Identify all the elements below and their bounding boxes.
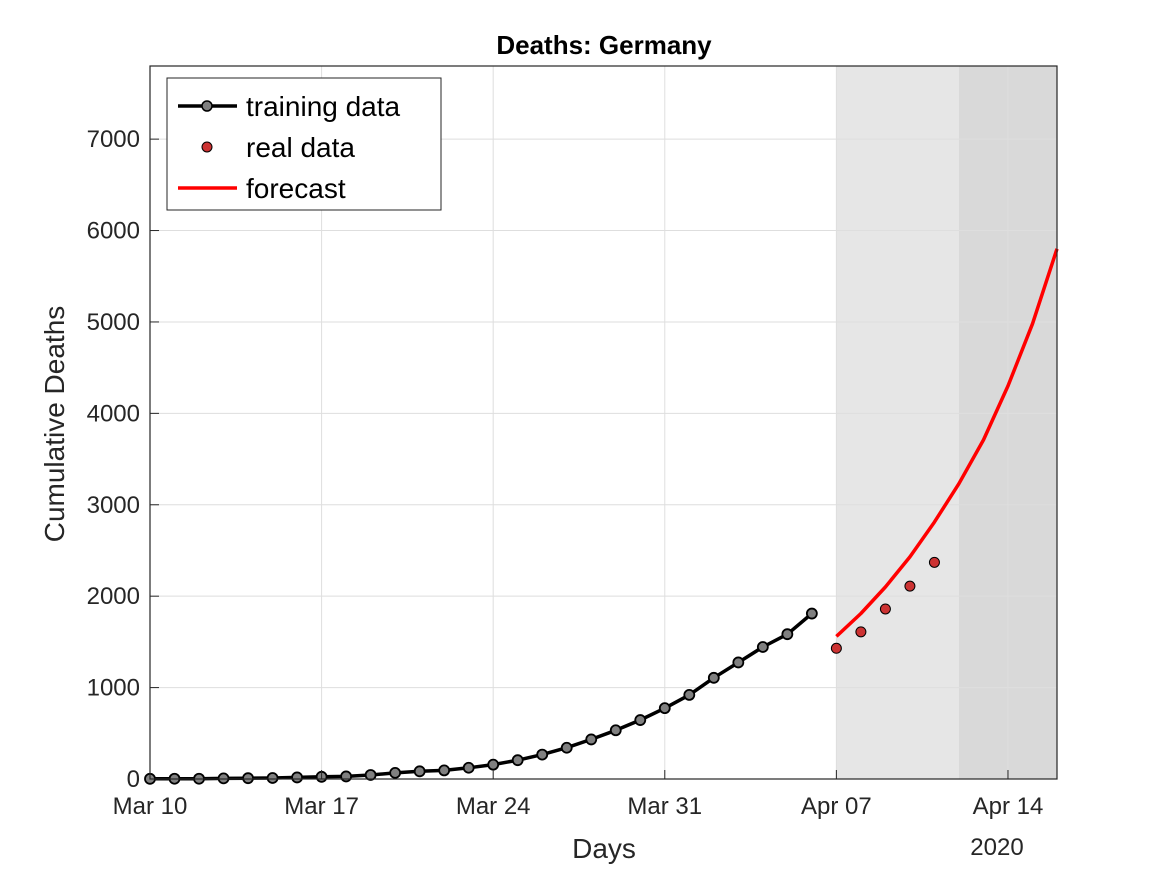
forecast-line xyxy=(835,248,1059,638)
training-data-point xyxy=(266,772,279,784)
legend-training-label: training data xyxy=(246,91,401,122)
training-data-point xyxy=(242,772,254,785)
training-data-point xyxy=(732,656,745,669)
real-data-point xyxy=(830,642,842,654)
forecast-shading xyxy=(836,66,1057,779)
training-data-point xyxy=(683,689,696,701)
training-data-point xyxy=(291,771,303,784)
y-tick-label: 1000 xyxy=(87,675,140,702)
legend-real-label: real data xyxy=(246,132,355,163)
y-tick-label: 2000 xyxy=(87,583,140,610)
training-data-point xyxy=(805,607,818,620)
axes-box xyxy=(149,65,1058,780)
shaded-region-0 xyxy=(836,66,959,779)
training-data-point xyxy=(389,766,402,779)
y-axis-label: Cumulative Deaths xyxy=(39,306,70,543)
training-data-point xyxy=(658,702,671,715)
training-data-point xyxy=(462,761,475,774)
real-data-point xyxy=(855,626,867,638)
chart-title: Deaths: Germany xyxy=(496,30,712,60)
training-data-point xyxy=(536,748,549,761)
x-axis-year-label: 2020 xyxy=(970,834,1023,861)
training-data-point xyxy=(560,741,573,754)
x-tick-label: Apr 07 xyxy=(801,793,872,820)
x-tick-label: Mar 24 xyxy=(456,793,531,820)
real-data-point xyxy=(879,603,891,615)
plot-area xyxy=(144,248,1059,785)
legend: training data real data forecast xyxy=(166,77,442,211)
x-tick-label: Mar 31 xyxy=(627,793,702,820)
real-data-point xyxy=(904,580,916,592)
training-data-point xyxy=(707,671,720,684)
training-data-point xyxy=(634,714,647,726)
training-data-point xyxy=(438,764,451,777)
training-data-point xyxy=(487,758,500,771)
y-tick-label: 5000 xyxy=(87,309,140,336)
legend-forecast-label: forecast xyxy=(246,173,346,204)
training-data-point xyxy=(585,733,598,746)
y-tick-label: 0 xyxy=(127,766,140,793)
training-data-point xyxy=(413,765,426,778)
training-data-point xyxy=(511,754,524,767)
x-tick-label: Mar 17 xyxy=(284,793,359,820)
x-axis-label: Days xyxy=(572,833,636,864)
axis-ticks: 0 1000 2000 3000 4000 5000 6000 7000 Mar 10 Mar 1… xyxy=(87,126,1044,820)
training-data-point xyxy=(340,770,353,783)
legend-training-marker xyxy=(201,100,213,112)
training-data-line xyxy=(149,612,814,781)
training-data-point xyxy=(609,724,622,737)
y-tick-label: 4000 xyxy=(87,400,140,427)
y-tick-label: 7000 xyxy=(87,126,140,153)
training-data-point xyxy=(364,769,377,781)
y-tick-label: 6000 xyxy=(87,218,140,245)
x-tick-label: Apr 14 xyxy=(973,793,1044,820)
x-tick-label: Mar 10 xyxy=(113,793,188,820)
training-data-point xyxy=(217,772,230,785)
legend-real-marker xyxy=(201,141,213,153)
training-data-point xyxy=(781,628,794,641)
real-data-point xyxy=(928,556,940,568)
training-data-point xyxy=(756,641,769,653)
y-tick-label: 3000 xyxy=(87,492,140,519)
